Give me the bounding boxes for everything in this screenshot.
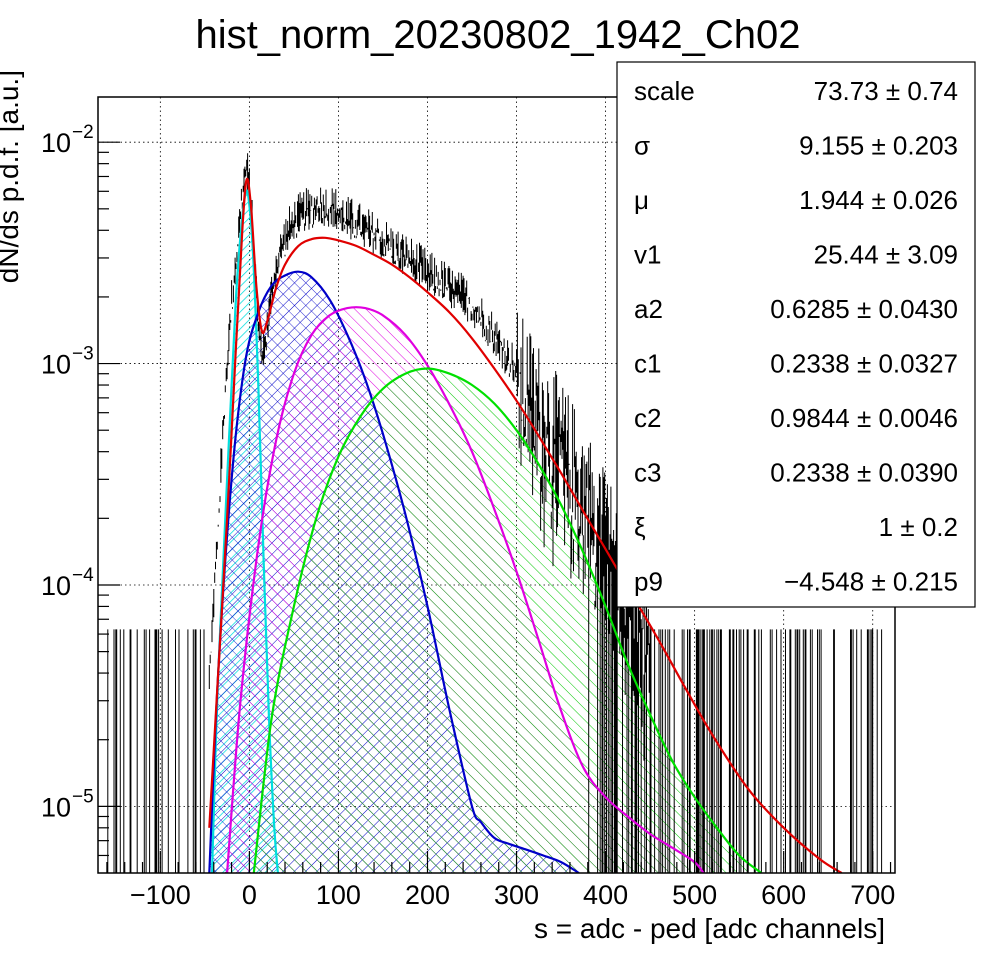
x-axis-label: s = adc - ped [adc channels] xyxy=(534,913,885,944)
stats-param-name: v1 xyxy=(634,240,661,270)
component-fills xyxy=(209,190,762,873)
stats-param-name: μ xyxy=(634,185,649,215)
y-tick-labels: 10−210−310−410−5 xyxy=(41,122,94,822)
series-line xyxy=(210,189,279,873)
y-tick-exponent: −2 xyxy=(72,122,94,143)
series-line xyxy=(208,270,580,873)
x-tick-labels: −100 0 100 200 300 400 500 600 700 xyxy=(130,880,895,910)
x-tick-label: 400 xyxy=(583,880,628,910)
stats-param-value: 1 ± 0.2 xyxy=(879,512,958,542)
stats-param-name: scale xyxy=(634,76,695,106)
y-tick-exponent: −4 xyxy=(72,565,94,586)
stats-param-name: a2 xyxy=(634,294,663,324)
stats-param-name: σ xyxy=(634,131,650,161)
stats-param-name: p9 xyxy=(634,567,663,597)
axis-ticks xyxy=(98,141,892,873)
series-line xyxy=(252,367,763,873)
y-tick-label: 10 xyxy=(41,128,71,158)
series-line xyxy=(226,306,705,873)
chart-title: hist_norm_20230802_1942_Ch02 xyxy=(196,13,801,57)
fit-curves xyxy=(208,177,843,873)
x-tick-label: 600 xyxy=(761,880,806,910)
stats-param-value: 0.9844 ± 0.0046 xyxy=(770,403,958,433)
stats-param-name: c1 xyxy=(634,349,661,379)
y-tick-exponent: −3 xyxy=(72,344,94,365)
stats-rows: scale 73.73 ± 0.74 σ 9.155 ± 0.203 μ 1.944 ± … xyxy=(634,76,958,597)
stats-param-name: c3 xyxy=(634,458,661,488)
y-tick-label: 10 xyxy=(41,792,71,822)
y-tick-label: 10 xyxy=(41,571,71,601)
histogram xyxy=(107,153,883,873)
x-tick-label: 300 xyxy=(494,880,539,910)
stats-param-name: c2 xyxy=(634,403,661,433)
series-line xyxy=(208,177,843,873)
stats-box: scale 73.73 ± 0.74 σ 9.155 ± 0.203 μ 1.944 ± … xyxy=(616,61,976,608)
stats-param-value: 1.944 ± 0.026 xyxy=(799,185,958,215)
x-tick-label: 200 xyxy=(405,880,450,910)
stats-param-value: −4.548 ± 0.215 xyxy=(784,567,958,597)
y-axis-label: dN/ds p.d.f. [a.u.] xyxy=(0,70,24,283)
x-tick-label: 0 xyxy=(242,880,257,910)
stats-param-value: 9.155 ± 0.203 xyxy=(799,131,958,161)
x-tick-label: −100 xyxy=(130,880,191,910)
y-tick-exponent: −5 xyxy=(72,786,94,807)
stats-param-value: 0.2338 ± 0.0327 xyxy=(770,349,958,379)
stats-param-value: 73.73 ± 0.74 xyxy=(814,76,958,106)
x-tick-label: 500 xyxy=(672,880,717,910)
stats-param-name: ξ xyxy=(634,512,646,542)
histogram-bins xyxy=(107,153,883,873)
stats-param-value: 0.2338 ± 0.0390 xyxy=(770,458,958,488)
y-tick-label: 10 xyxy=(41,350,71,380)
stats-param-value: 0.6285 ± 0.0430 xyxy=(770,294,958,324)
stats-param-value: 25.44 ± 3.09 xyxy=(814,240,958,270)
stats-box-frame xyxy=(616,61,976,608)
x-tick-label: 100 xyxy=(316,880,361,910)
x-tick-label: 700 xyxy=(850,880,895,910)
